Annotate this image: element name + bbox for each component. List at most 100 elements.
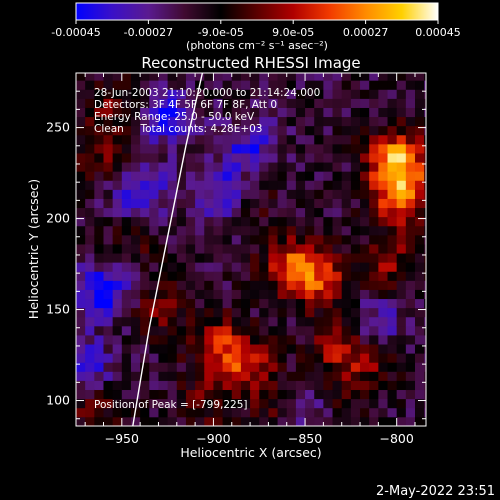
heatmap-cell bbox=[378, 335, 388, 345]
heatmap-cell bbox=[121, 298, 132, 309]
heatmap-cell bbox=[277, 362, 288, 372]
heatmap-cell bbox=[140, 253, 150, 263]
heatmap-cell bbox=[369, 134, 379, 145]
heatmap-cell bbox=[360, 189, 370, 199]
heatmap-cell bbox=[405, 116, 416, 127]
heatmap-cell bbox=[332, 198, 343, 209]
heatmap-cell bbox=[158, 371, 169, 381]
heatmap-cell bbox=[240, 271, 251, 281]
heatmap-cell bbox=[94, 325, 104, 336]
heatmap-cell bbox=[213, 116, 223, 127]
heatmap-cell bbox=[259, 216, 269, 227]
heatmap-cell bbox=[103, 180, 114, 190]
heatmap-cell bbox=[149, 344, 159, 354]
heatmap-cell bbox=[176, 189, 187, 199]
heatmap-cell bbox=[314, 280, 324, 290]
heatmap-cell bbox=[424, 389, 426, 400]
heatmap-cell bbox=[277, 153, 288, 163]
heatmap-cell bbox=[286, 143, 297, 154]
heatmap-cell bbox=[213, 325, 223, 336]
heatmap-cell bbox=[222, 143, 233, 154]
heatmap-cell bbox=[369, 398, 379, 409]
annotation-peak-position: Position of Peak = [-799,225] bbox=[94, 399, 248, 411]
heatmap-cell bbox=[85, 180, 95, 190]
heatmap-cell bbox=[76, 389, 86, 400]
heatmap-cell bbox=[112, 380, 123, 391]
heatmap-cell bbox=[167, 316, 178, 327]
heatmap-cell bbox=[369, 371, 379, 381]
colorbar-gradient bbox=[75, 2, 439, 21]
heatmap-cell bbox=[323, 189, 333, 199]
heatmap-cell bbox=[149, 89, 159, 99]
heatmap-cell bbox=[341, 262, 352, 272]
heatmap-cell bbox=[204, 353, 214, 363]
heatmap-cell bbox=[268, 289, 278, 300]
heatmap-cell bbox=[259, 207, 269, 218]
heatmap-cell bbox=[140, 262, 150, 272]
heatmap-cell bbox=[341, 225, 352, 236]
heatmap-cell bbox=[424, 325, 426, 336]
heatmap-cell bbox=[259, 89, 269, 99]
heatmap-cell bbox=[103, 125, 114, 136]
heatmap-cell bbox=[424, 153, 426, 163]
heatmap-cell bbox=[85, 207, 95, 218]
heatmap-cell bbox=[85, 362, 95, 372]
heatmap-cell bbox=[277, 125, 288, 136]
heatmap-cell bbox=[424, 262, 426, 272]
heatmap-cell bbox=[213, 262, 223, 272]
heatmap-cell bbox=[130, 180, 141, 190]
heatmap-cell bbox=[204, 216, 214, 227]
heatmap-cell bbox=[103, 98, 114, 108]
heatmap-cell bbox=[240, 198, 251, 209]
heatmap-cell bbox=[213, 353, 223, 363]
annotation-time-range: 28-Jun-2003 21:10:20.000 to 21:14:24.000 bbox=[94, 87, 320, 99]
heatmap-cell bbox=[305, 234, 315, 245]
heatmap-cell bbox=[185, 143, 196, 154]
heatmap-cell bbox=[405, 216, 416, 227]
heatmap-cell bbox=[314, 380, 324, 391]
heatmap-cell bbox=[195, 153, 205, 163]
heatmap-cell bbox=[149, 335, 159, 345]
heatmap-cell bbox=[268, 225, 278, 236]
heatmap-cell bbox=[250, 73, 260, 81]
heatmap-cell bbox=[140, 162, 150, 172]
heatmap-cell bbox=[176, 73, 187, 81]
heatmap-cell bbox=[213, 134, 223, 145]
heatmap-cell bbox=[387, 325, 398, 336]
heatmap-cell bbox=[378, 162, 388, 172]
heatmap-cell bbox=[240, 253, 251, 263]
heatmap-cell bbox=[286, 344, 297, 354]
heatmap-cell bbox=[140, 153, 150, 163]
heatmap-cell bbox=[121, 225, 132, 236]
heatmap-cell bbox=[213, 271, 223, 281]
heatmap-cell bbox=[240, 280, 251, 290]
heatmap-cell bbox=[149, 189, 159, 199]
heatmap-cell bbox=[222, 407, 233, 418]
heatmap-cell bbox=[396, 134, 407, 145]
heatmap-cell bbox=[103, 162, 114, 172]
heatmap-cell bbox=[250, 335, 260, 345]
heatmap-cell bbox=[130, 344, 141, 354]
heatmap-cell bbox=[396, 398, 407, 409]
heatmap-cell bbox=[103, 307, 114, 318]
heatmap-cell bbox=[140, 180, 150, 190]
heatmap-cell bbox=[295, 371, 306, 381]
heatmap-cell bbox=[103, 353, 114, 363]
heatmap-cell bbox=[259, 234, 269, 245]
heatmap-cell bbox=[277, 189, 288, 199]
heatmap-cell bbox=[204, 262, 214, 272]
heatmap-cell bbox=[286, 325, 297, 336]
heatmap-cell bbox=[204, 335, 214, 345]
heatmap-cell bbox=[185, 244, 196, 254]
heatmap-cell bbox=[130, 125, 141, 136]
heatmap-cell bbox=[222, 398, 233, 409]
heatmap-cell bbox=[286, 216, 297, 227]
heatmap-cell bbox=[295, 307, 306, 318]
heatmap-cell bbox=[286, 298, 297, 309]
heatmap-cell bbox=[396, 298, 407, 309]
heatmap-cell bbox=[158, 189, 169, 199]
heatmap-cell bbox=[259, 362, 269, 372]
heatmap-cell bbox=[103, 289, 114, 300]
heatmap-cell bbox=[369, 180, 379, 190]
heatmap-cell bbox=[140, 116, 150, 127]
